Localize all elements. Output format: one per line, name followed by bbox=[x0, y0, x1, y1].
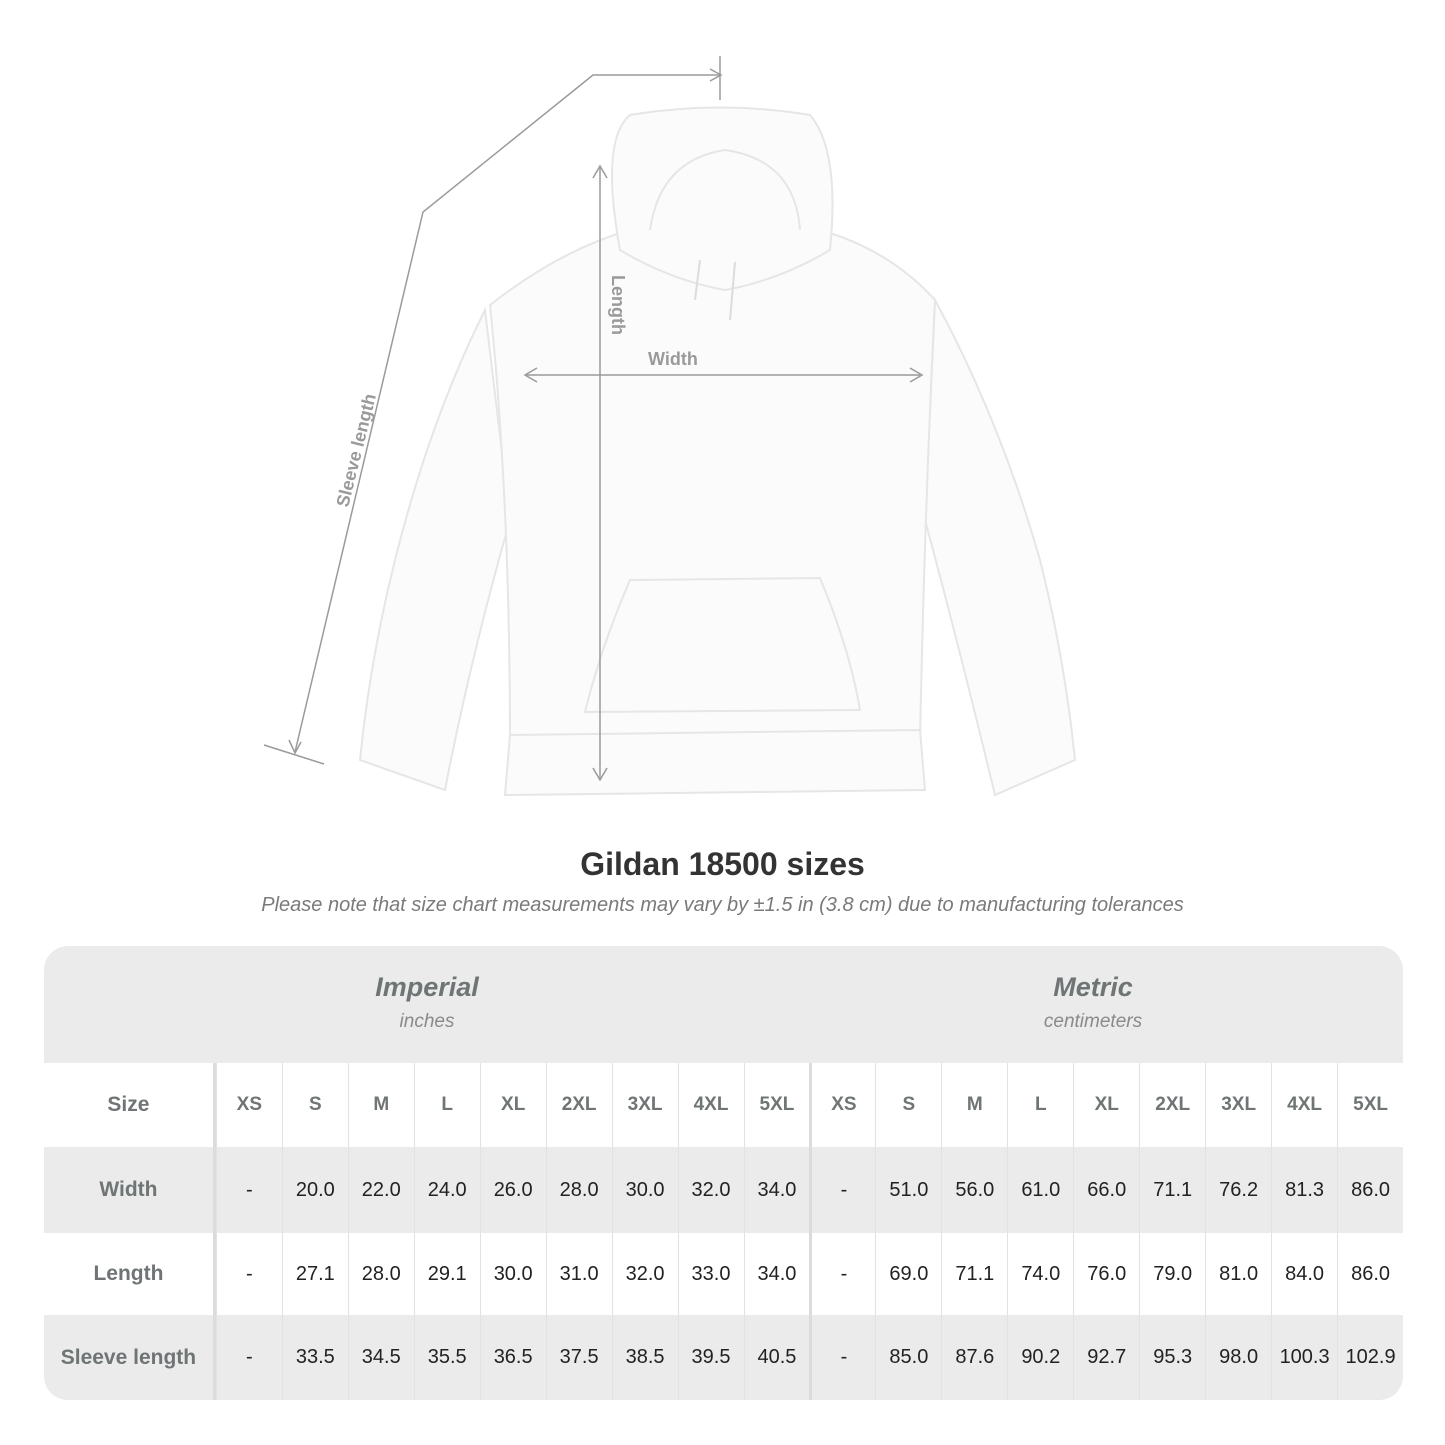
metric-value: 90.2 bbox=[1007, 1315, 1073, 1400]
metric-value: 76.2 bbox=[1205, 1147, 1271, 1233]
imperial-size-header: XS bbox=[215, 1063, 282, 1147]
metric-size-header: 2XL bbox=[1139, 1063, 1205, 1147]
hoodie-measurement-diagram: Sleeve length Length Width bbox=[263, 56, 1077, 797]
size-header-row: Size XS S M L XL 2XL 3XL 4XL 5XL XS S M L XL 2XL 3XL 4XL 5… bbox=[44, 1063, 1403, 1147]
metric-value: - bbox=[809, 1233, 875, 1315]
imperial-size-header: 4XL bbox=[677, 1063, 744, 1147]
metric-value: 98.0 bbox=[1205, 1315, 1271, 1400]
metric-value: 85.0 bbox=[875, 1315, 941, 1400]
tolerance-note: Please note that size chart measurements… bbox=[261, 894, 1184, 916]
metric-value: 61.0 bbox=[1007, 1147, 1073, 1233]
row-label: Width bbox=[44, 1147, 216, 1233]
size-label: Size bbox=[44, 1063, 216, 1147]
imperial-size-header: M bbox=[347, 1063, 414, 1147]
metric-value: 56.0 bbox=[941, 1147, 1007, 1233]
metric-value: - bbox=[809, 1147, 875, 1233]
metric-value: 95.3 bbox=[1139, 1315, 1205, 1400]
imperial-size-header: 3XL bbox=[611, 1063, 678, 1147]
metric-size-header: XL bbox=[1073, 1063, 1139, 1147]
imperial-title: Imperial bbox=[375, 972, 479, 1002]
imperial-value: 27.1 bbox=[281, 1233, 348, 1315]
width-label: Width bbox=[648, 349, 698, 369]
metric-value: - bbox=[809, 1315, 875, 1400]
hoodie-illustration bbox=[358, 106, 1077, 797]
imperial-value: 33.0 bbox=[677, 1233, 744, 1315]
imperial-unit: inches bbox=[399, 1011, 455, 1032]
row-label: Length bbox=[44, 1233, 216, 1315]
imperial-value: 32.0 bbox=[611, 1233, 678, 1315]
imperial-value: 28.0 bbox=[347, 1233, 414, 1315]
metric-value: 81.3 bbox=[1271, 1147, 1337, 1233]
imperial-value: 38.5 bbox=[611, 1315, 678, 1400]
imperial-value: 34.0 bbox=[743, 1147, 810, 1233]
imperial-value: 32.0 bbox=[677, 1147, 744, 1233]
imperial-size-header: 2XL bbox=[545, 1063, 612, 1147]
size-table: Imperial inches Metric centimeters Size X… bbox=[44, 946, 1403, 1400]
metric-value: 71.1 bbox=[1139, 1147, 1205, 1233]
sleeve-length-line bbox=[294, 74, 720, 753]
sleeve-length-label: Sleeve length bbox=[332, 392, 379, 509]
metric-title: Metric bbox=[1053, 972, 1133, 1002]
metric-size-header: L bbox=[1007, 1063, 1073, 1147]
metric-value: 74.0 bbox=[1007, 1233, 1073, 1315]
table-row-sleeve-length: Sleeve length -33.5 34.5 35.5 36.5 37.5 38.5 39… bbox=[44, 1315, 1403, 1400]
imperial-size-header: L bbox=[413, 1063, 480, 1147]
metric-value: 86.0 bbox=[1337, 1147, 1403, 1233]
metric-value: 79.0 bbox=[1139, 1233, 1205, 1315]
metric-value: 66.0 bbox=[1073, 1147, 1139, 1233]
metric-value: 81.0 bbox=[1205, 1233, 1271, 1315]
imperial-value: 34.0 bbox=[743, 1233, 810, 1315]
metric-value: 69.0 bbox=[875, 1233, 941, 1315]
imperial-value: - bbox=[215, 1233, 282, 1315]
imperial-value: 33.5 bbox=[281, 1315, 348, 1400]
metric-size-header: 3XL bbox=[1205, 1063, 1271, 1147]
metric-value: 76.0 bbox=[1073, 1233, 1139, 1315]
imperial-size-header: S bbox=[281, 1063, 348, 1147]
metric-size-header: S bbox=[875, 1063, 941, 1147]
page-title: Gildan 18500 sizes bbox=[580, 846, 865, 882]
metric-header: Metric centimeters bbox=[809, 946, 1377, 1063]
metric-size-header: 5XL bbox=[1337, 1063, 1403, 1147]
metric-value: 100.3 bbox=[1271, 1315, 1337, 1400]
imperial-value: 39.5 bbox=[677, 1315, 744, 1400]
imperial-value: 28.0 bbox=[545, 1147, 612, 1233]
imperial-value: 40.5 bbox=[743, 1315, 810, 1400]
imperial-value: 31.0 bbox=[545, 1233, 612, 1315]
imperial-size-header: 5XL bbox=[743, 1063, 810, 1147]
imperial-value: 29.1 bbox=[413, 1233, 480, 1315]
metric-size-header: 4XL bbox=[1271, 1063, 1337, 1147]
imperial-value: 24.0 bbox=[413, 1147, 480, 1233]
imperial-size-header: XL bbox=[479, 1063, 546, 1147]
table-row-width: Width -20.0 22.0 24.0 26.0 28.0 30.0 32.0 34.0-5… bbox=[44, 1147, 1403, 1233]
metric-value: 86.0 bbox=[1337, 1233, 1403, 1315]
measurement-lines bbox=[263, 56, 924, 782]
imperial-value: 37.5 bbox=[545, 1315, 612, 1400]
imperial-value: 36.5 bbox=[479, 1315, 546, 1400]
row-label: Sleeve length bbox=[44, 1315, 216, 1400]
imperial-value: - bbox=[215, 1315, 282, 1400]
imperial-value: 22.0 bbox=[347, 1147, 414, 1233]
metric-value: 92.7 bbox=[1073, 1315, 1139, 1400]
metric-value: 87.6 bbox=[941, 1315, 1007, 1400]
imperial-value: 35.5 bbox=[413, 1315, 480, 1400]
metric-size-header: M bbox=[941, 1063, 1007, 1147]
metric-value: 51.0 bbox=[875, 1147, 941, 1233]
metric-unit: centimeters bbox=[1043, 1011, 1143, 1032]
metric-value: 84.0 bbox=[1271, 1233, 1337, 1315]
imperial-value: 30.0 bbox=[611, 1147, 678, 1233]
imperial-value: 20.0 bbox=[281, 1147, 348, 1233]
table-row-length: Length -27.1 28.0 29.1 30.0 31.0 32.0 33.0 34.0-… bbox=[44, 1233, 1403, 1315]
imperial-value: - bbox=[215, 1147, 282, 1233]
metric-value: 71.1 bbox=[941, 1233, 1007, 1315]
metric-size-header: XS bbox=[809, 1063, 875, 1147]
imperial-value: 34.5 bbox=[347, 1315, 414, 1400]
metric-value: 102.9 bbox=[1337, 1315, 1403, 1400]
length-label: Length bbox=[608, 275, 628, 335]
imperial-value: 30.0 bbox=[479, 1233, 546, 1315]
imperial-header: Imperial inches bbox=[216, 946, 638, 1063]
imperial-value: 26.0 bbox=[479, 1147, 546, 1233]
